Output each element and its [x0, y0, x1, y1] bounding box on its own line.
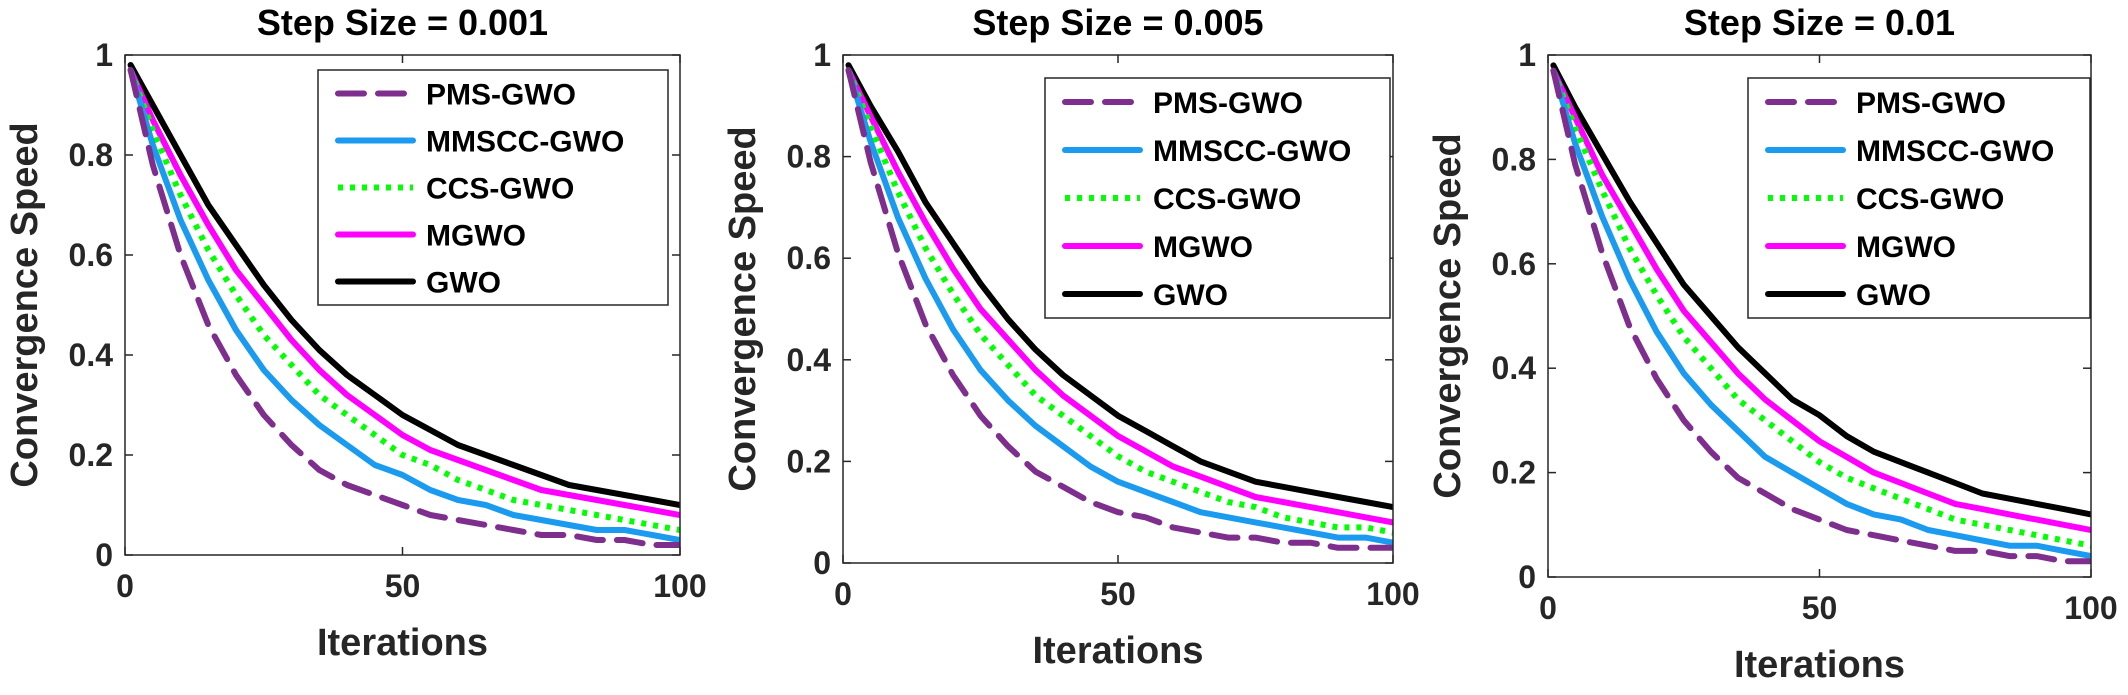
y-tick-label: 0.8	[1492, 141, 1536, 177]
series-lines	[1550, 62, 2091, 565]
x-tick-label: 50	[1100, 576, 1136, 612]
legend-label: GWO	[1153, 279, 1228, 312]
legend-label: CCS-GWO	[1153, 183, 1301, 216]
legend-label: MMSCC-GWO	[1856, 135, 2054, 168]
y-tick-label: 0.8	[787, 139, 831, 175]
x-tick-label: 50	[1802, 590, 1838, 626]
series-line-ccs-gwo	[845, 69, 1393, 536]
y-tick-label: 0.6	[787, 240, 831, 276]
x-tick-label: 100	[1366, 576, 1419, 612]
y-tick-label: 1	[95, 37, 113, 73]
chart-panel-1: 0 0.2 0.4 0.6 0.8 1 0 50 100 Step Size = 0.001 Ite…	[4, 2, 707, 664]
series-line-mgwo	[1550, 67, 2091, 533]
series-line-gwo	[845, 62, 1393, 511]
x-tick-label: 0	[834, 576, 852, 612]
y-tick-label: 0.2	[787, 443, 831, 479]
y-tick-label: 1	[1518, 37, 1536, 73]
legend-label: GWO	[426, 267, 501, 300]
y-tick-label: 0.4	[69, 337, 114, 373]
x-axis-label: Iterations	[1032, 630, 1203, 672]
y-tick-label: 0	[813, 545, 831, 581]
y-tick-label: 0	[1518, 559, 1536, 595]
series-line-ccs-gwo	[127, 68, 680, 533]
chart-title: Step Size = 0.001	[257, 2, 548, 43]
series-lines	[845, 62, 1393, 551]
series-lines	[127, 62, 680, 548]
y-tick-label: 1	[813, 37, 831, 73]
y-axis-label: Convergence Speed	[4, 122, 46, 487]
legend: PMS-GWO MMSCC-GWO CCS-GWO MGWO GWO	[1747, 77, 2091, 319]
legend-label: PMS-GWO	[1856, 87, 2006, 120]
series-line-pms-gwo	[845, 67, 1393, 551]
series-line-pms-gwo	[1550, 67, 2091, 565]
legend-label: PMS-GWO	[1153, 87, 1303, 120]
x-tick-label: 0	[1539, 590, 1557, 626]
legend-label: MMSCC-GWO	[426, 126, 624, 159]
chart-title: Step Size = 0.01	[1684, 2, 1955, 43]
x-tick-label: 100	[653, 568, 706, 604]
y-tick-label: 0.6	[1492, 246, 1536, 282]
series-line-gwo	[127, 62, 680, 508]
x-axis-label: Iterations	[1734, 644, 1905, 686]
series-line-mmscc-gwo	[845, 67, 1393, 546]
x-axis-label: Iterations	[317, 622, 488, 664]
y-tick-label: 0.2	[69, 437, 113, 473]
legend-label: CCS-GWO	[1856, 183, 2004, 216]
legend-label: CCS-GWO	[426, 173, 574, 206]
chart-panel-3: 0 0.2 0.4 0.6 0.8 1 0 50 100 Step Size = 0.01 Iter…	[1427, 2, 2118, 686]
chart-title: Step Size = 0.005	[972, 2, 1263, 43]
series-line-mgwo	[127, 67, 680, 518]
series-line-gwo	[1550, 62, 2091, 518]
legend-label: GWO	[1856, 279, 1931, 312]
x-tick-label: 0	[116, 568, 134, 604]
y-tick-label: 0.8	[69, 137, 113, 173]
y-tick-label: 0.2	[1492, 455, 1536, 491]
legend-label: MGWO	[1856, 231, 1956, 264]
series-line-mmscc-gwo	[1550, 67, 2091, 560]
series-line-ccs-gwo	[1550, 69, 2091, 549]
legend: PMS-GWO MMSCC-GWO CCS-GWO MGWO GWO	[1044, 77, 1391, 319]
x-tick-label: 100	[2064, 590, 2117, 626]
legend-label: MGWO	[426, 220, 526, 253]
x-tick-label: 50	[385, 568, 421, 604]
legend-label: PMS-GWO	[426, 79, 576, 112]
legend-box	[1747, 77, 2091, 319]
series-line-pms-gwo	[127, 67, 680, 548]
y-axis-label: Convergence Speed	[1427, 133, 1469, 498]
y-tick-label: 0.4	[1492, 350, 1537, 386]
series-line-mmscc-gwo	[127, 67, 680, 543]
y-axis-label: Convergence Speed	[722, 126, 764, 491]
series-line-mgwo	[845, 67, 1393, 526]
chart-panel-2: 0 0.2 0.4 0.6 0.8 1 0 50 100 Step Size = 0.005 Ite…	[722, 2, 1420, 672]
y-tick-label: 0.4	[787, 342, 832, 378]
y-tick-label: 0	[95, 537, 113, 573]
legend-label: MGWO	[1153, 231, 1253, 264]
legend-label: MMSCC-GWO	[1153, 135, 1351, 168]
y-tick-label: 0.6	[69, 237, 113, 273]
legend: PMS-GWO MMSCC-GWO CCS-GWO MGWO GWO	[317, 69, 669, 306]
